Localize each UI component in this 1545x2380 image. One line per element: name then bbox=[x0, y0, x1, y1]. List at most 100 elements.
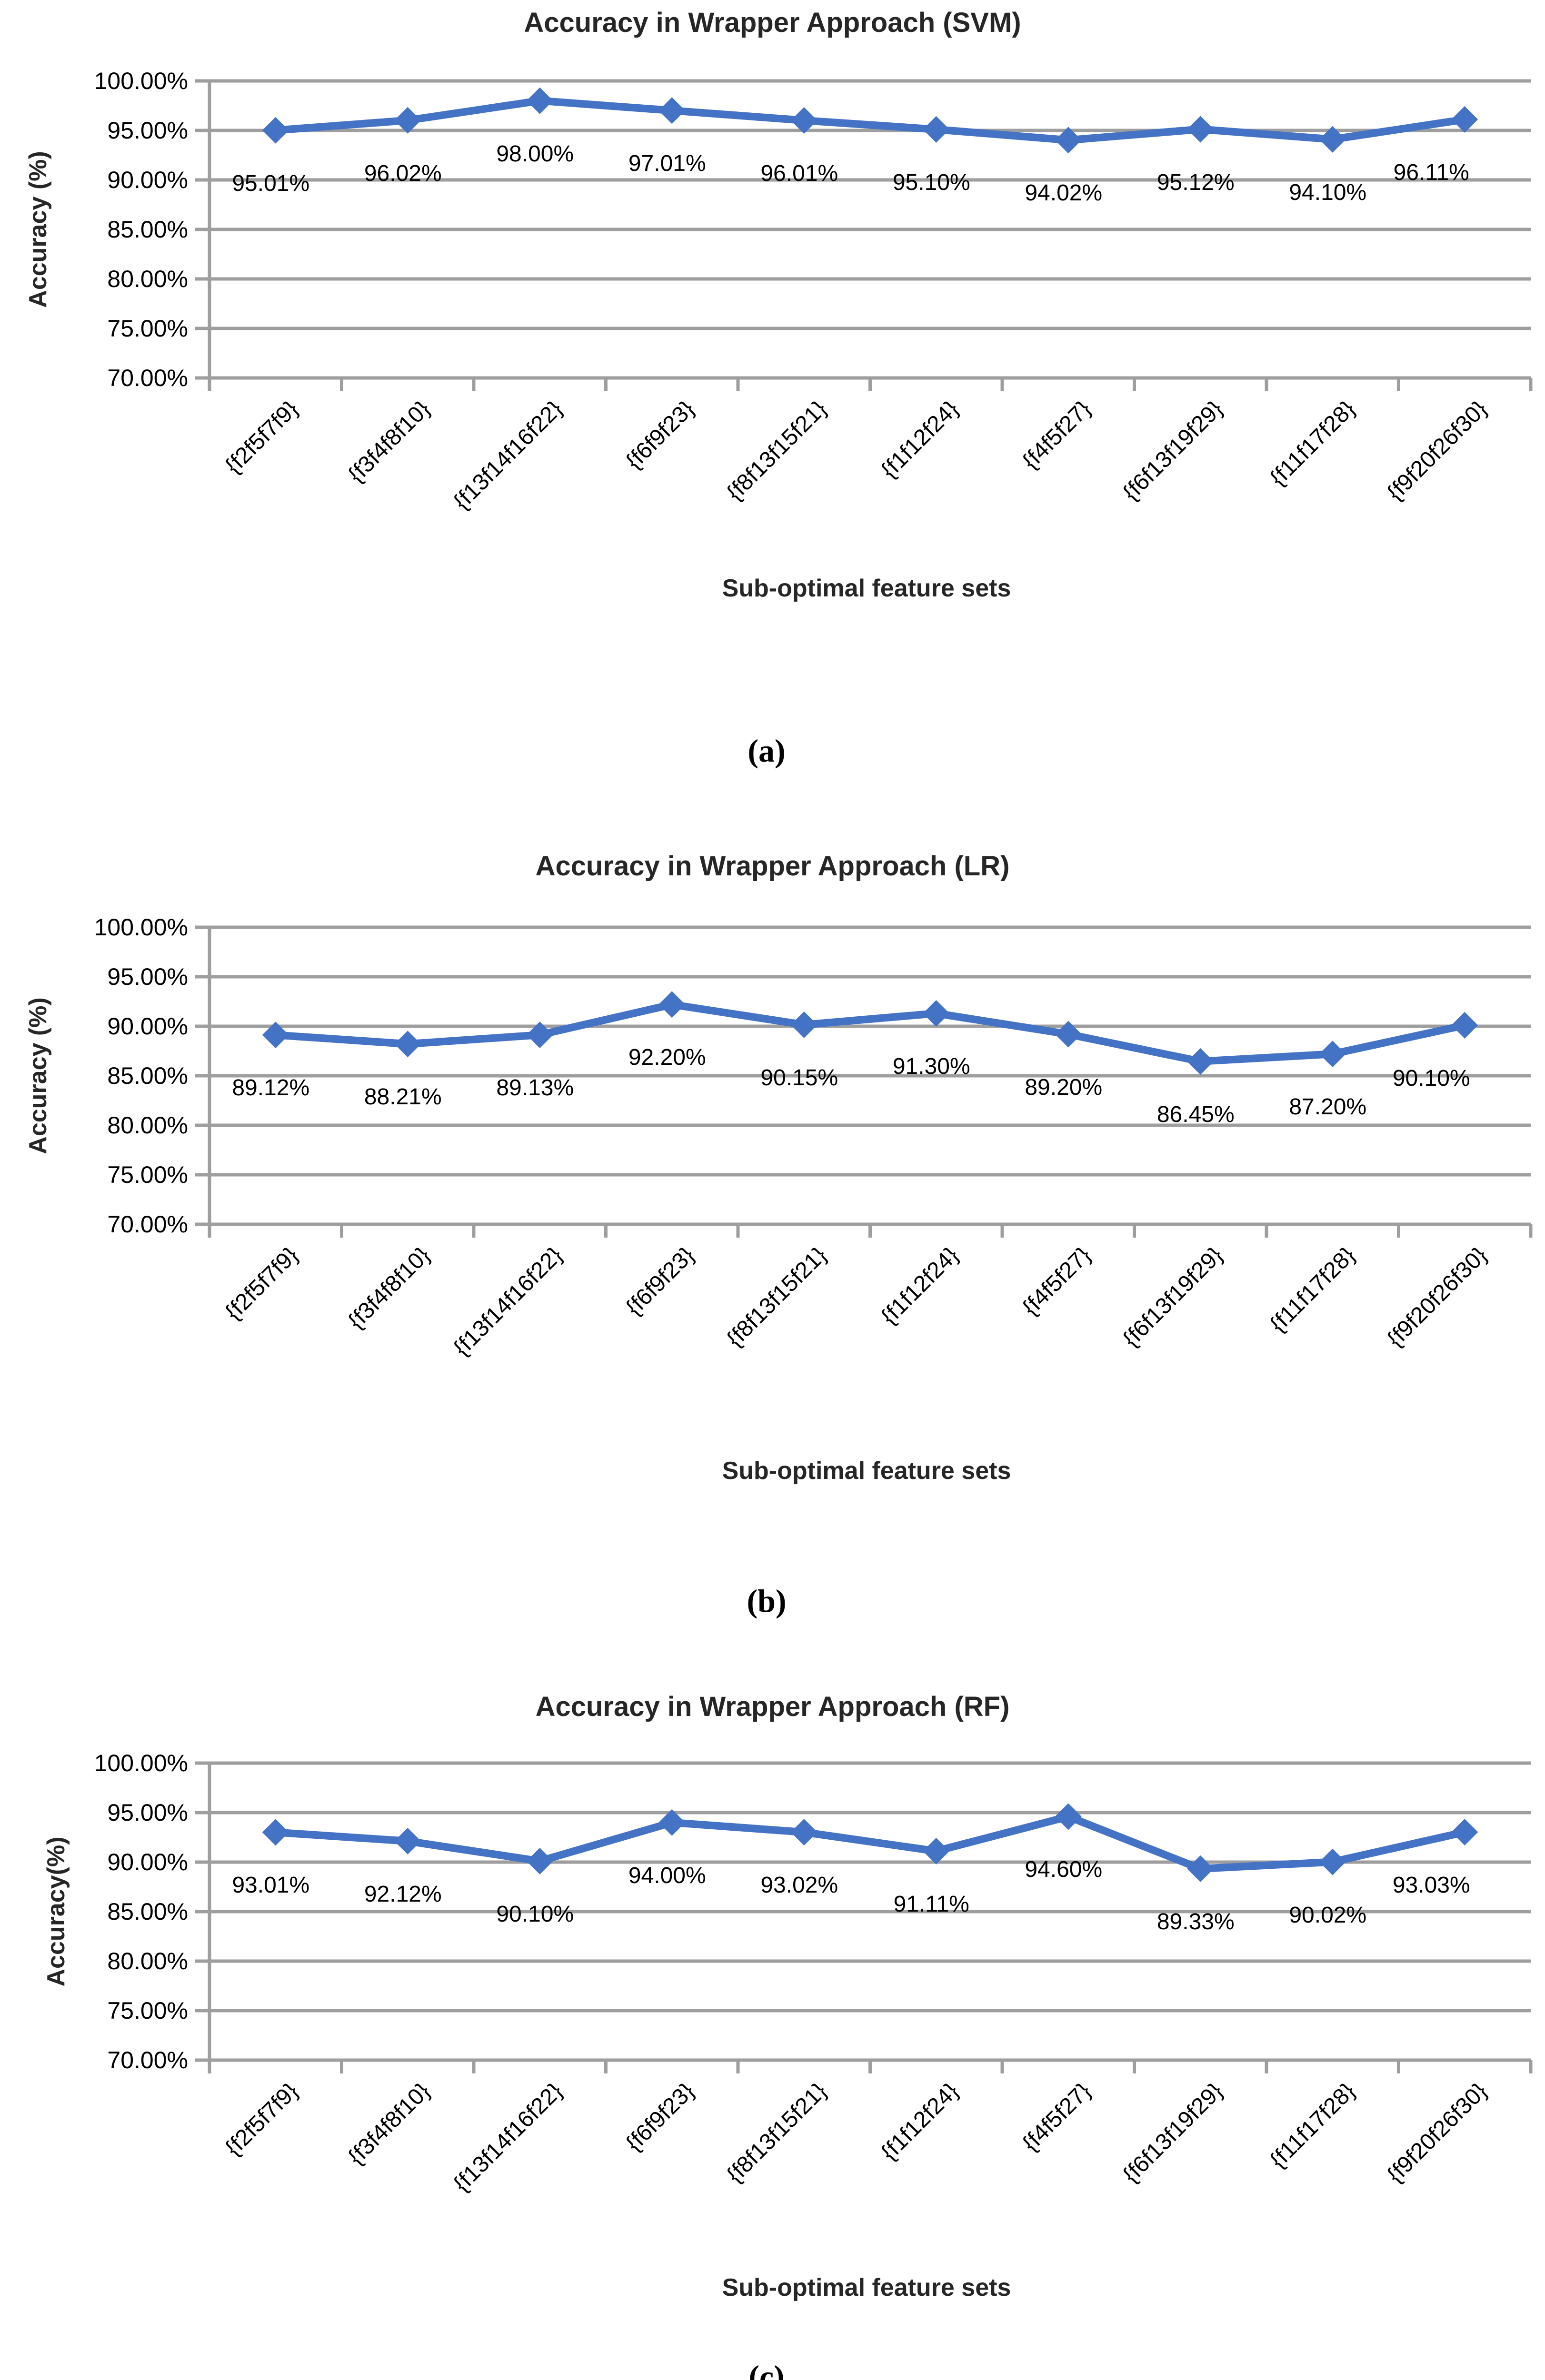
y-tick-label: 95.00% bbox=[107, 963, 188, 990]
x-tick-label: {f6f13f19f29} bbox=[1118, 396, 1228, 506]
data-label: 87.20% bbox=[1289, 1094, 1367, 1120]
x-tick-label: {f3f4f8f10} bbox=[343, 396, 435, 488]
data-label: 91.30% bbox=[892, 1053, 970, 1079]
data-label: 96.01% bbox=[760, 160, 838, 186]
data-point-marker bbox=[1451, 106, 1478, 133]
x-tick-label: {f6f9f23} bbox=[621, 1242, 699, 1320]
chart-title: Accuracy in Wrapper Approach (LR) bbox=[535, 851, 1010, 882]
y-tick-label: 95.00% bbox=[107, 1799, 188, 1826]
y-tick-label: 90.00% bbox=[107, 1849, 188, 1875]
data-point-marker bbox=[1055, 1021, 1082, 1048]
data-point-marker bbox=[262, 1819, 289, 1846]
data-label: 92.12% bbox=[364, 1881, 442, 1907]
y-tick-label: 70.00% bbox=[107, 365, 188, 391]
x-tick-label: {f4f5f27} bbox=[1017, 1242, 1096, 1320]
data-label: 89.12% bbox=[232, 1075, 310, 1101]
data-label: 96.11% bbox=[1393, 159, 1469, 185]
data-label: 96.02% bbox=[364, 160, 442, 186]
data-point-marker bbox=[1451, 1818, 1478, 1845]
data-point-marker bbox=[526, 1021, 553, 1049]
x-axis-title: Sub-optimal feature sets bbox=[722, 575, 1011, 602]
data-point-marker bbox=[1187, 1048, 1214, 1075]
data-label: 95.10% bbox=[892, 169, 970, 195]
panel-caption: (c) bbox=[748, 2359, 785, 2380]
data-label: 93.03% bbox=[1392, 1872, 1470, 1898]
data-label: 89.33% bbox=[1156, 1909, 1235, 1934]
panel-caption: (a) bbox=[748, 733, 786, 769]
data-point-marker bbox=[526, 1847, 553, 1874]
series-line bbox=[271, 1813, 1469, 1873]
data-point-marker bbox=[1451, 1012, 1478, 1039]
y-tick-label: 100.00% bbox=[94, 914, 188, 941]
y-tick-label: 85.00% bbox=[107, 216, 188, 243]
data-point-marker bbox=[1319, 1041, 1346, 1068]
x-axis-title: Sub-optimal feature sets bbox=[722, 2274, 1011, 2301]
y-tick-label: 80.00% bbox=[107, 1112, 188, 1139]
y-tick-label: 75.00% bbox=[107, 315, 188, 342]
data-point-marker bbox=[790, 1011, 817, 1038]
data-label: 91.11% bbox=[893, 1891, 969, 1917]
data-point-marker bbox=[1319, 126, 1346, 153]
x-tick-label: {f9f20f26f30} bbox=[1382, 1242, 1492, 1352]
x-tick-label: {f3f4f8f10} bbox=[343, 1242, 435, 1334]
series-line bbox=[271, 97, 1469, 144]
y-tick-label: 95.00% bbox=[107, 117, 188, 144]
y-tick-label: 70.00% bbox=[107, 1211, 188, 1238]
data-label: 95.12% bbox=[1156, 169, 1235, 195]
data-point-marker bbox=[1055, 127, 1082, 154]
data-label: 90.10% bbox=[496, 1901, 574, 1927]
plot-svg bbox=[195, 1761, 1533, 2073]
data-point-marker bbox=[923, 1000, 950, 1027]
y-tick-label: 80.00% bbox=[107, 1948, 188, 1974]
data-label: 88.21% bbox=[364, 1084, 442, 1110]
x-tick-label: {f6f9f23} bbox=[621, 396, 699, 474]
x-tick-label: {f11f17f28} bbox=[1265, 396, 1360, 491]
y-tick-label: 80.00% bbox=[107, 266, 188, 292]
x-tick-label: {f1f12f24} bbox=[876, 1242, 964, 1329]
data-point-marker bbox=[394, 1827, 421, 1854]
data-label: 94.00% bbox=[628, 1863, 706, 1888]
y-axis-title-text: Accuracy(%) bbox=[42, 1836, 70, 1987]
data-point-marker bbox=[262, 117, 289, 144]
data-point-marker bbox=[526, 87, 553, 114]
x-tick-label: {f8f13f15f21} bbox=[722, 1242, 832, 1352]
plot-svg bbox=[195, 79, 1533, 391]
y-axis-title-text: Accuracy (%) bbox=[24, 151, 52, 308]
x-tick-label: {f6f13f19f29} bbox=[1118, 1242, 1228, 1352]
y-tick-label: 75.00% bbox=[107, 1161, 188, 1188]
x-tick-label: {f11f17f28} bbox=[1265, 1242, 1360, 1338]
data-point-marker bbox=[923, 116, 950, 143]
data-label: 93.02% bbox=[760, 1873, 838, 1898]
y-tick-label: 70.00% bbox=[107, 2047, 188, 2073]
data-point-marker bbox=[658, 991, 686, 1018]
data-point-marker bbox=[394, 107, 421, 134]
chart-title: Accuracy in Wrapper Approach (RF) bbox=[535, 1691, 1010, 1722]
data-point-marker bbox=[790, 107, 817, 134]
data-point-marker bbox=[1055, 1803, 1082, 1830]
y-tick-label: 90.00% bbox=[107, 167, 188, 193]
series-line bbox=[271, 1001, 1469, 1065]
data-label: 90.02% bbox=[1289, 1902, 1367, 1928]
y-tick-label: 100.00% bbox=[94, 68, 188, 94]
data-point-marker bbox=[658, 1809, 686, 1836]
data-label: 97.01% bbox=[628, 151, 706, 177]
data-label: 94.60% bbox=[1025, 1857, 1103, 1883]
data-point-marker bbox=[1187, 1855, 1214, 1882]
data-label: 94.02% bbox=[1025, 180, 1103, 206]
y-tick-label: 85.00% bbox=[107, 1062, 188, 1089]
data-label: 89.20% bbox=[1025, 1074, 1103, 1100]
x-tick-label: {f13f14f16f22} bbox=[449, 396, 568, 515]
x-tick-label: {f2f5f7f9} bbox=[220, 2078, 303, 2161]
data-point-marker bbox=[1187, 116, 1214, 143]
x-tick-label: {f9f20f26f30} bbox=[1382, 396, 1492, 506]
data-point-marker bbox=[394, 1031, 421, 1058]
data-label: 90.15% bbox=[760, 1065, 838, 1091]
data-label: 95.01% bbox=[232, 170, 310, 196]
data-label: 86.45% bbox=[1156, 1101, 1235, 1127]
x-axis-title: Sub-optimal feature sets bbox=[722, 1457, 1011, 1485]
y-tick-label: 85.00% bbox=[107, 1898, 188, 1925]
y-tick-label: 90.00% bbox=[107, 1013, 188, 1040]
plot-svg bbox=[195, 925, 1533, 1238]
data-point-marker bbox=[1319, 1848, 1346, 1875]
